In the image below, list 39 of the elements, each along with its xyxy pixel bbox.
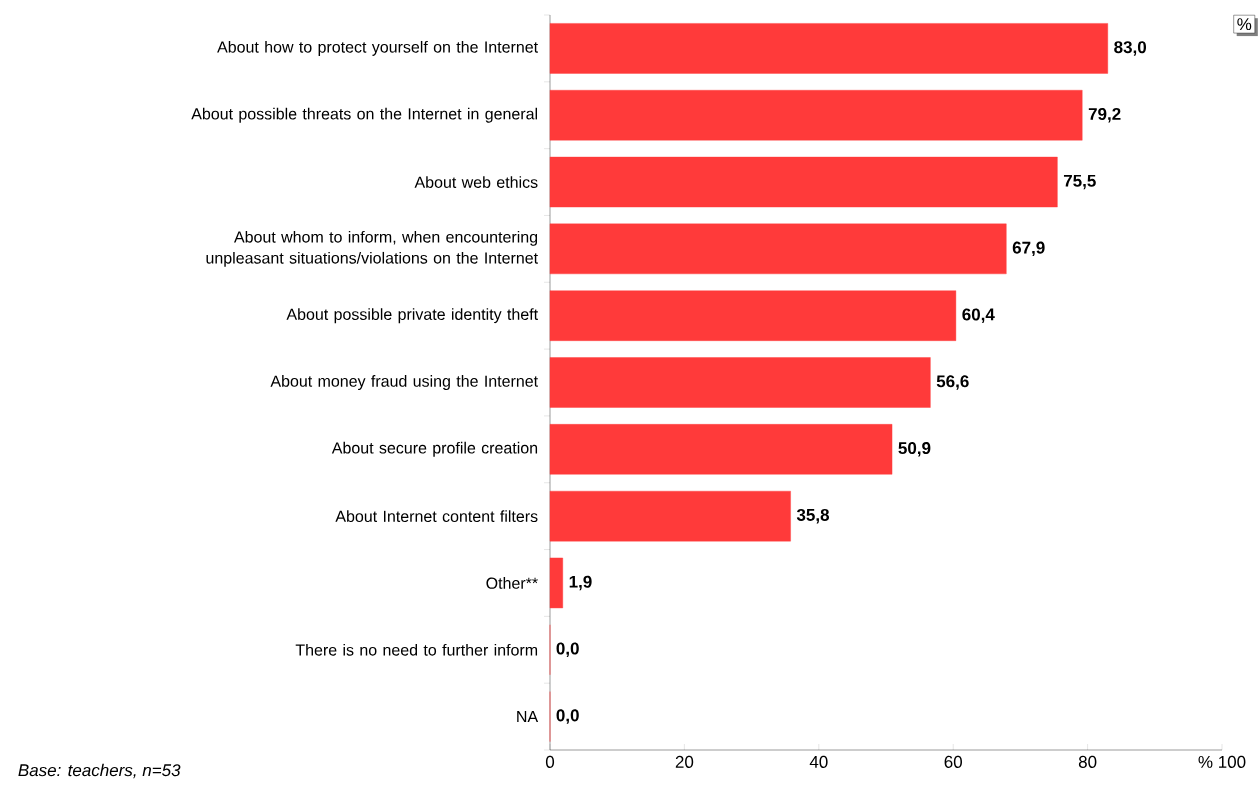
x-tick-label: 20 — [675, 755, 694, 768]
bar — [549, 23, 1108, 74]
data-label: 35,8 — [796, 508, 830, 524]
bar — [549, 290, 957, 341]
y-tick-label: About possible private identity theft — [286, 308, 538, 324]
x-tick-label: 0 — [545, 755, 555, 768]
data-label: 60,4 — [962, 308, 995, 323]
x-tick-label: 40 — [809, 755, 828, 768]
text: Base: teachers, n=53 — [18, 763, 181, 779]
data-label: 50,9 — [898, 442, 931, 457]
y-tick-label: Other** — [486, 577, 538, 589]
data-label: 0,0 — [556, 709, 579, 724]
x-tick-label: 80 — [1078, 755, 1097, 768]
bar — [549, 490, 791, 542]
y-tick-label: About Internet content filters — [335, 510, 538, 523]
bar — [549, 90, 1083, 141]
bar — [549, 557, 563, 609]
bar — [549, 357, 931, 408]
data-label: 67,9 — [1012, 241, 1045, 257]
y-tick-label: NA — [517, 711, 539, 723]
data-label: 75,5 — [1063, 174, 1096, 190]
y-tick-label: About whom to inform, when encountering unpleasant situations/violations on the Internet — [206, 230, 538, 267]
bar — [549, 424, 893, 475]
y-tick-label: About web ethics — [414, 176, 538, 188]
data-label: 1,9 — [569, 575, 592, 591]
data-label: 56,6 — [936, 375, 969, 390]
y-tick-label: About secure profile creation — [331, 441, 538, 457]
data-label: 83,0 — [1114, 41, 1147, 56]
x-tick-label: % 100 — [1198, 755, 1246, 768]
data-label: 0,0 — [556, 642, 579, 658]
bar — [549, 223, 1007, 275]
y-tick-label: About money fraud using the Internet — [270, 375, 538, 390]
y-tick-label: About possible threats on the Internet in general — [191, 107, 538, 123]
data-label: 79,2 — [1088, 107, 1121, 123]
text: % — [1237, 18, 1252, 31]
y-tick-label: About how to protect yourself on the Internet — [217, 40, 538, 56]
bar — [549, 156, 1058, 208]
x-tick-label: 60 — [944, 755, 962, 768]
y-tick-label: There is no need to further inform — [295, 643, 538, 656]
